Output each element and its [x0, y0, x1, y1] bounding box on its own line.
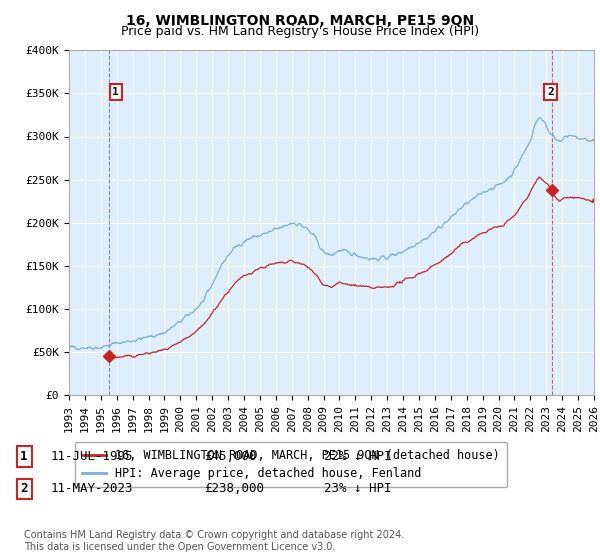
- Text: 16, WIMBLINGTON ROAD, MARCH, PE15 9QN: 16, WIMBLINGTON ROAD, MARCH, PE15 9QN: [126, 14, 474, 28]
- Text: 1: 1: [20, 450, 28, 463]
- Text: Contains HM Land Registry data © Crown copyright and database right 2024.
This d: Contains HM Land Registry data © Crown c…: [24, 530, 404, 552]
- Text: Price paid vs. HM Land Registry's House Price Index (HPI): Price paid vs. HM Land Registry's House …: [121, 25, 479, 38]
- Text: 22% ↓ HPI: 22% ↓ HPI: [324, 450, 392, 463]
- Text: £45,000: £45,000: [204, 450, 257, 463]
- Text: 23% ↓ HPI: 23% ↓ HPI: [324, 482, 392, 496]
- Text: 11-JUL-1995: 11-JUL-1995: [51, 450, 133, 463]
- Text: 1: 1: [112, 87, 119, 97]
- Text: 2: 2: [20, 482, 28, 496]
- Legend: 16, WIMBLINGTON ROAD, MARCH, PE15 9QN (detached house), HPI: Average price, deta: 16, WIMBLINGTON ROAD, MARCH, PE15 9QN (d…: [75, 442, 507, 487]
- Text: 11-MAY-2023: 11-MAY-2023: [51, 482, 133, 496]
- Text: 2: 2: [547, 87, 554, 97]
- Text: £238,000: £238,000: [204, 482, 264, 496]
